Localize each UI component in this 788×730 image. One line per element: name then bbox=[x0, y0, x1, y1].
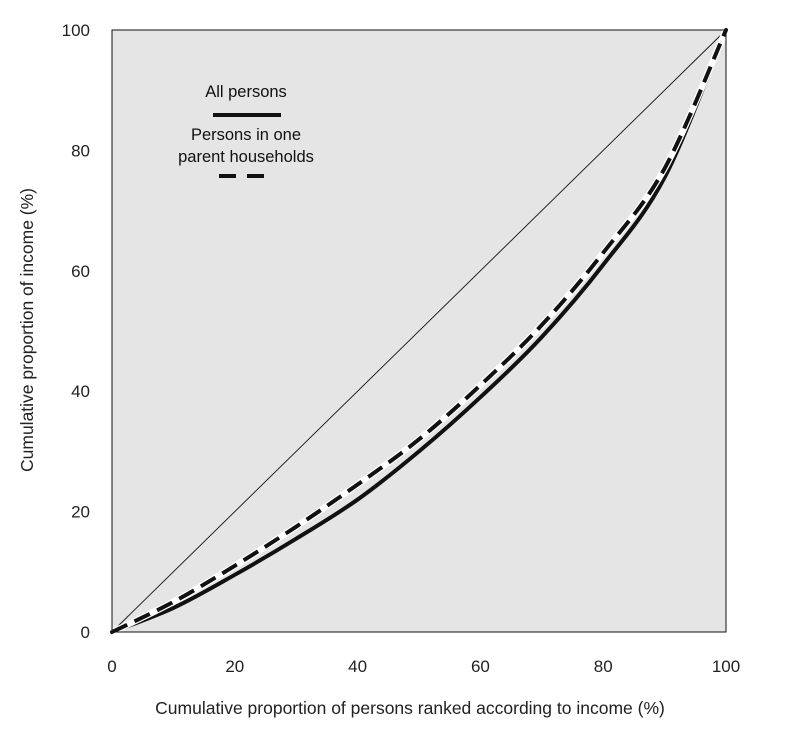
y-axis-title: Cumulative proportion of income (%) bbox=[17, 188, 37, 472]
legend-label-one-parent-line-1: Persons in one bbox=[191, 126, 301, 144]
x-tick-label: 100 bbox=[712, 657, 740, 676]
y-tick-label: 100 bbox=[62, 21, 90, 40]
legend-label-one-parent-line-2: parent households bbox=[178, 148, 314, 166]
x-axis-title: Cumulative proportion of persons ranked … bbox=[155, 698, 665, 718]
y-tick-label: 20 bbox=[71, 503, 90, 522]
plot-frame bbox=[111, 29, 727, 633]
x-tick-label: 40 bbox=[348, 657, 367, 676]
x-tick-label: 20 bbox=[225, 657, 244, 676]
legend: All persons Persons in one parent househ… bbox=[178, 83, 314, 178]
legend-label-all-persons: All persons bbox=[205, 83, 287, 101]
x-tick-label: 80 bbox=[594, 657, 613, 676]
y-tick-label: 80 bbox=[71, 141, 90, 160]
y-tick-label: 40 bbox=[71, 382, 90, 401]
x-axis-ticks: 0 20 40 60 80 100 bbox=[107, 657, 740, 676]
y-tick-label: 0 bbox=[81, 623, 90, 642]
y-axis-ticks: 0 20 40 60 80 100 bbox=[62, 21, 90, 642]
series-line-all-persons bbox=[110, 28, 728, 634]
y-tick-label: 60 bbox=[71, 262, 90, 281]
x-tick-label: 60 bbox=[471, 657, 490, 676]
x-tick-label: 0 bbox=[107, 657, 116, 676]
series-line-one-parent-households-dashed bbox=[111, 29, 728, 634]
line-of-equality bbox=[111, 29, 727, 633]
